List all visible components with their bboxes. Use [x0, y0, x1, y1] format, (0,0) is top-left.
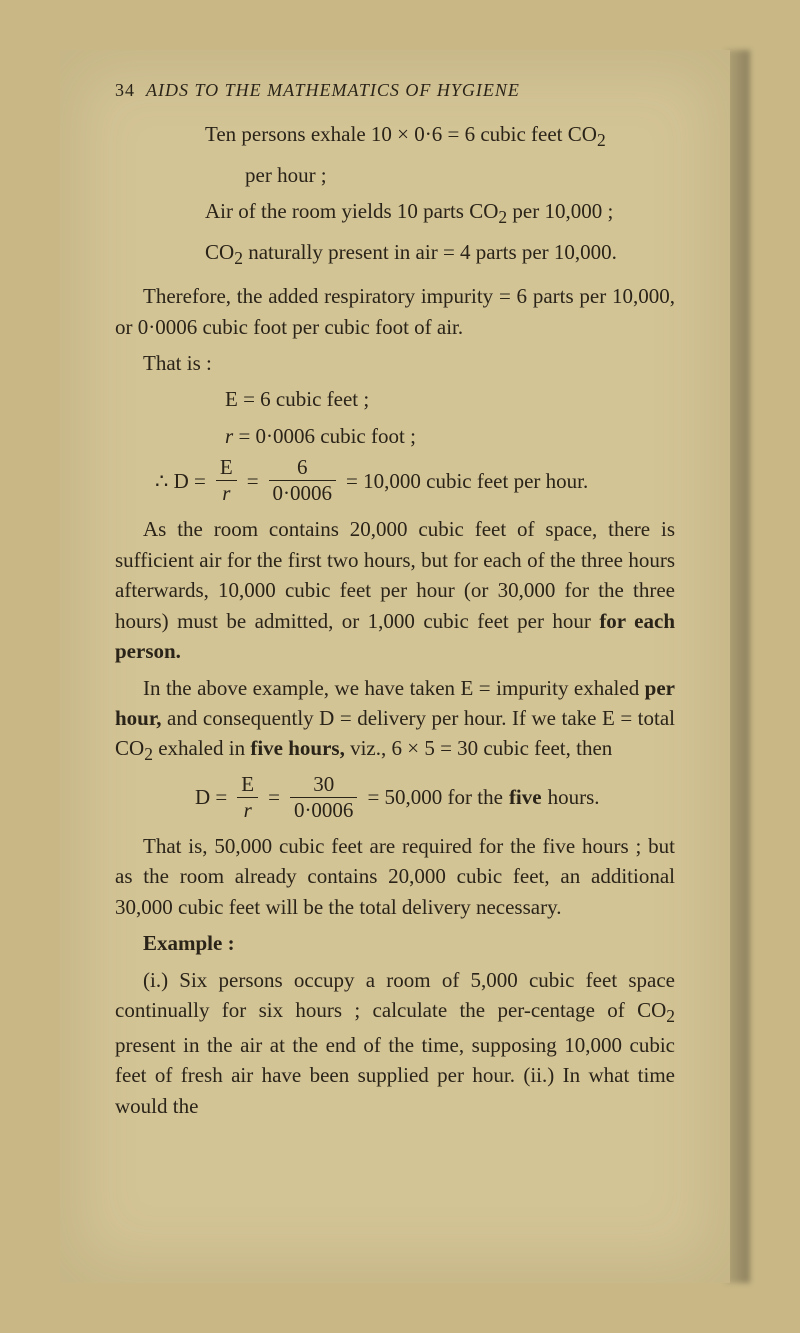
running-head: 34 AIDS TO THE MATHEMATICS OF HYGIENE: [115, 80, 675, 101]
eq-post: = 10,000 cubic feet per hour.: [346, 466, 588, 496]
sub: 2: [498, 207, 507, 227]
sub: 2: [597, 130, 606, 150]
eq-mid: =: [247, 466, 259, 496]
page-number: 34: [115, 80, 135, 100]
text: present in the air at the end of the tim…: [115, 1033, 675, 1118]
text: per hour ;: [245, 163, 327, 187]
text: That is, 50,000 cubic feet are required …: [115, 834, 675, 919]
text: CO: [205, 240, 234, 264]
text: Therefore, the added respiratory impurit…: [115, 284, 675, 338]
para-example-i: (i.) Six persons occupy a room of 5,000 …: [115, 965, 675, 1121]
text: Air of the room yields 10 parts CO: [205, 199, 498, 223]
den: r: [222, 481, 230, 505]
fraction-Er-2: E r: [237, 774, 258, 821]
para-perhour: per hour ;: [115, 160, 675, 190]
para-example: In the above example, we have taken E = …: [115, 673, 675, 768]
num: 6: [269, 457, 337, 481]
den: 0·0006: [290, 798, 358, 821]
num: 30: [290, 774, 358, 798]
para-co2-natural: CO2 naturally present in air = 4 parts p…: [115, 237, 675, 272]
den: 0·0006: [269, 481, 337, 504]
text: E = 6 cubic feet ;: [225, 387, 369, 411]
text: That is :: [143, 351, 212, 375]
equation-D2: D = E r = 30 0·0006 = 50,000 for the fiv…: [115, 774, 675, 821]
text: = 0·0006 cubic foot ;: [233, 424, 416, 448]
para-thatis: That is :: [115, 348, 675, 378]
fraction-Er: E r: [216, 457, 237, 504]
text: As the room contains 20,000 cubic feet o…: [115, 517, 675, 632]
text: per 10,000 ;: [507, 199, 613, 223]
para-50000: That is, 50,000 cubic feet are required …: [115, 831, 675, 922]
text: In the above example, we have taken E = …: [143, 676, 645, 700]
text: (i.) Six persons occupy a room of 5,000 …: [115, 968, 675, 1022]
para-therefore: Therefore, the added respiratory impurit…: [115, 281, 675, 342]
para-air-yields: Air of the room yields 10 parts CO2 per …: [115, 196, 675, 231]
var-r: r: [225, 424, 233, 448]
eq-line-r: r = 0·0006 cubic foot ;: [115, 421, 675, 451]
bold: five: [509, 782, 542, 812]
fraction-30: 30 0·0006: [290, 774, 358, 821]
eq-mid: =: [268, 782, 280, 812]
bold: Example :: [143, 931, 235, 955]
bold: five hours,: [250, 736, 345, 760]
text: naturally present in air = 4 parts per 1…: [243, 240, 617, 264]
eq-post3: hours.: [548, 782, 600, 812]
eq-pre: D =: [195, 782, 227, 812]
fraction-6: 6 0·0006: [269, 457, 337, 504]
sub: 2: [234, 248, 243, 268]
num: E: [216, 457, 237, 481]
para-room-contains: As the room contains 20,000 cubic feet o…: [115, 514, 675, 666]
text: exhaled in: [153, 736, 250, 760]
eq-post1: = 50,000 for the: [367, 782, 503, 812]
den: r: [244, 798, 252, 822]
sub: 2: [666, 1006, 675, 1026]
sub: 2: [144, 745, 153, 765]
eq-line-E: E = 6 cubic feet ;: [115, 384, 675, 414]
text: Ten persons exhale 10 × 0·6 = 6 cubic fe…: [205, 122, 597, 146]
eq-pre: ∴ D =: [155, 466, 206, 496]
equation-D1: ∴ D = E r = 6 0·0006 = 10,000 cubic feet…: [115, 457, 675, 504]
para-exhale: Ten persons exhale 10 × 0·6 = 6 cubic fe…: [115, 119, 675, 154]
book-page: 34 AIDS TO THE MATHEMATICS OF HYGIENE Te…: [60, 50, 730, 1283]
num: E: [237, 774, 258, 798]
running-title: AIDS TO THE MATHEMATICS OF HYGIENE: [146, 80, 520, 100]
example-heading: Example :: [115, 928, 675, 958]
text: viz., 6 × 5 = 30 cubic feet, then: [345, 736, 612, 760]
